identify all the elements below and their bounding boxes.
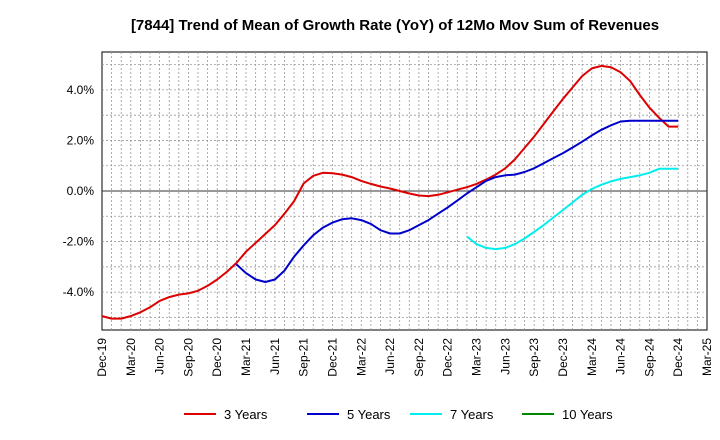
x-tick-label: Mar-24 — [585, 338, 599, 376]
x-tick-label: Mar-23 — [470, 338, 484, 376]
series-line-1 — [101, 64, 679, 320]
y-axis-ticks: -4.0% -2.0% 0.0% 2.0% 4.0% — [63, 83, 95, 299]
legend-label: 10 Years — [562, 407, 613, 422]
series-line-2 — [235, 119, 679, 283]
x-tick-label: Mar-25 — [700, 338, 714, 376]
x-tick-label: Mar-22 — [354, 338, 368, 376]
legend-label: 3 Years — [224, 407, 268, 422]
x-tick-label: Mar-21 — [239, 338, 253, 376]
plot-area — [101, 51, 708, 331]
x-tick-label: Sep-24 — [642, 338, 656, 377]
x-tick-label: Jun-21 — [268, 338, 282, 375]
x-tick-label: Sep-23 — [527, 338, 541, 377]
legend-label: 7 Years — [450, 407, 494, 422]
x-tick-label: Sep-21 — [297, 338, 311, 377]
series-line-3 — [466, 167, 679, 251]
chart-title: [7844] Trend of Mean of Growth Rate (YoY… — [131, 17, 659, 34]
y-tick-label: -4.0% — [63, 285, 95, 299]
y-tick-label: 4.0% — [67, 83, 95, 97]
x-tick-label: Sep-22 — [412, 338, 426, 377]
series-layer — [101, 64, 679, 320]
x-tick-label: Dec-24 — [671, 338, 685, 377]
x-tick-label: Dec-20 — [210, 338, 224, 377]
y-tick-label: 2.0% — [67, 133, 95, 147]
x-tick-label: Dec-23 — [556, 338, 570, 377]
x-axis-ticks: Dec-19 Mar-20 Jun-20 Sep-20 Dec-20 Mar-21 Jun-… — [95, 338, 714, 377]
legend-label: 5 Years — [347, 407, 391, 422]
legend: 3 Years 5 Years 7 Years 10 Years — [184, 407, 613, 422]
x-tick-label: Jun-23 — [498, 338, 512, 375]
x-tick-label: Dec-19 — [95, 338, 109, 377]
x-tick-label: Jun-24 — [614, 338, 628, 375]
x-tick-label: Mar-20 — [124, 338, 138, 376]
x-tick-label: Jun-20 — [153, 338, 167, 375]
x-tick-label: Jun-22 — [383, 338, 397, 375]
x-tick-label: Dec-21 — [325, 338, 339, 377]
x-tick-label: Sep-20 — [181, 338, 195, 377]
y-tick-label: -2.0% — [63, 235, 95, 249]
y-tick-label: 0.0% — [67, 184, 95, 198]
x-tick-label: Dec-22 — [441, 338, 455, 377]
